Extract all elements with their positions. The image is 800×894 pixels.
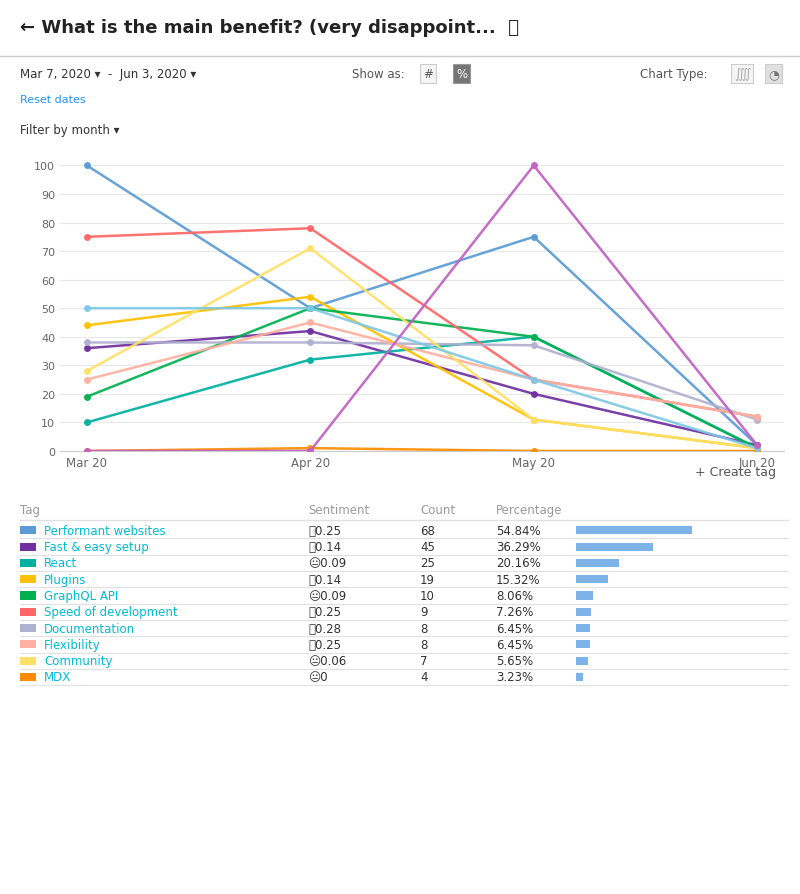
Text: Filter by month ▾: Filter by month ▾ xyxy=(20,124,119,137)
Text: + Create tag: + Create tag xyxy=(695,466,776,478)
Text: 19: 19 xyxy=(420,573,435,586)
Text: Percentage: Percentage xyxy=(496,503,562,517)
Text: 45: 45 xyxy=(420,541,435,553)
Text: 7: 7 xyxy=(420,654,427,668)
Text: 🤩0.28: 🤩0.28 xyxy=(308,622,341,635)
Text: Show as:: Show as: xyxy=(352,68,405,81)
Text: Documentation: Documentation xyxy=(44,622,135,635)
Text: 36.29%: 36.29% xyxy=(496,541,541,553)
FancyBboxPatch shape xyxy=(576,608,591,616)
FancyBboxPatch shape xyxy=(576,641,590,649)
Text: Reset dates: Reset dates xyxy=(20,96,86,105)
Text: Flexibility: Flexibility xyxy=(44,638,101,651)
FancyBboxPatch shape xyxy=(576,592,593,600)
Text: 😐0: 😐0 xyxy=(308,670,328,684)
Text: Tag: Tag xyxy=(20,503,40,517)
Text: Plugins: Plugins xyxy=(44,573,86,586)
Text: #: # xyxy=(423,68,433,81)
FancyBboxPatch shape xyxy=(20,657,36,665)
Text: 🤩0.25: 🤩0.25 xyxy=(308,524,341,537)
Text: 😐0.09: 😐0.09 xyxy=(308,589,346,603)
Text: Speed of development: Speed of development xyxy=(44,605,178,619)
FancyBboxPatch shape xyxy=(576,657,588,665)
Text: 8: 8 xyxy=(420,622,427,635)
Text: 25: 25 xyxy=(420,557,435,569)
Text: 🤩0.14: 🤩0.14 xyxy=(308,573,341,586)
Text: ◔: ◔ xyxy=(768,68,779,81)
Text: Performant websites: Performant websites xyxy=(44,524,166,537)
Text: 🤩0.25: 🤩0.25 xyxy=(308,638,341,651)
Text: GraphQL API: GraphQL API xyxy=(44,589,118,603)
Text: Community: Community xyxy=(44,654,113,668)
FancyBboxPatch shape xyxy=(576,527,692,535)
Text: Sentiment: Sentiment xyxy=(308,503,370,517)
Text: Fast & easy setup: Fast & easy setup xyxy=(44,541,149,553)
Text: 54.84%: 54.84% xyxy=(496,524,541,537)
Text: 6.45%: 6.45% xyxy=(496,638,534,651)
Text: 15.32%: 15.32% xyxy=(496,573,541,586)
FancyBboxPatch shape xyxy=(20,560,36,568)
Text: 68: 68 xyxy=(420,524,435,537)
Text: ← What is the main benefit? (very disappoint...  ⧉: ← What is the main benefit? (very disapp… xyxy=(20,19,519,37)
Text: 😐0.09: 😐0.09 xyxy=(308,557,346,569)
FancyBboxPatch shape xyxy=(20,641,36,649)
Text: 8.06%: 8.06% xyxy=(496,589,533,603)
Text: 6.45%: 6.45% xyxy=(496,622,534,635)
FancyBboxPatch shape xyxy=(20,576,36,584)
Text: React: React xyxy=(44,557,78,569)
Text: 10: 10 xyxy=(420,589,435,603)
Text: Chart Type:: Chart Type: xyxy=(640,68,708,81)
Text: Count: Count xyxy=(420,503,455,517)
Text: 9: 9 xyxy=(420,605,427,619)
FancyBboxPatch shape xyxy=(576,576,609,584)
Text: ⨌: ⨌ xyxy=(734,68,750,81)
FancyBboxPatch shape xyxy=(576,673,583,681)
Text: 7.26%: 7.26% xyxy=(496,605,534,619)
FancyBboxPatch shape xyxy=(576,624,590,632)
Text: 5.65%: 5.65% xyxy=(496,654,533,668)
Text: 🤩0.14: 🤩0.14 xyxy=(308,541,341,553)
FancyBboxPatch shape xyxy=(576,543,653,551)
Text: Mar 7, 2020 ▾  -  Jun 3, 2020 ▾: Mar 7, 2020 ▾ - Jun 3, 2020 ▾ xyxy=(20,68,196,81)
Text: 3.23%: 3.23% xyxy=(496,670,533,684)
FancyBboxPatch shape xyxy=(20,527,36,535)
FancyBboxPatch shape xyxy=(576,560,618,568)
Text: 😐0.06: 😐0.06 xyxy=(308,654,346,668)
Text: 4: 4 xyxy=(420,670,427,684)
Text: 20.16%: 20.16% xyxy=(496,557,541,569)
Text: 🤩0.25: 🤩0.25 xyxy=(308,605,341,619)
Text: 8: 8 xyxy=(420,638,427,651)
FancyBboxPatch shape xyxy=(20,673,36,681)
FancyBboxPatch shape xyxy=(20,608,36,616)
Text: %: % xyxy=(456,68,467,81)
FancyBboxPatch shape xyxy=(20,624,36,632)
FancyBboxPatch shape xyxy=(20,543,36,551)
Text: MDX: MDX xyxy=(44,670,71,684)
FancyBboxPatch shape xyxy=(20,592,36,600)
